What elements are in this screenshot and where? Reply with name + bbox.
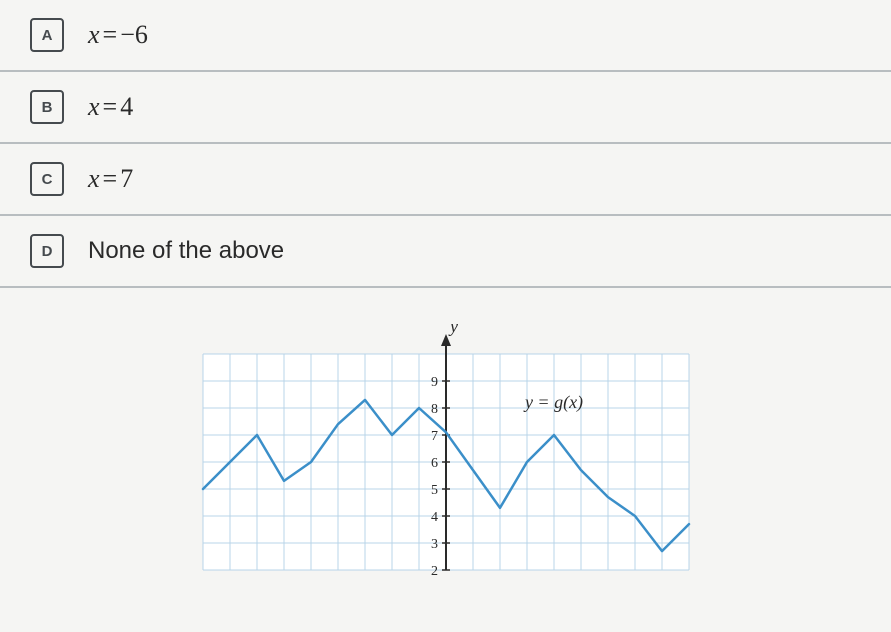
option-c[interactable]: C x=7 [0,144,891,216]
svg-text:8: 8 [431,402,438,417]
letter-b: B [42,99,53,116]
letter-c: C [42,171,53,188]
option-a-text: x=−6 [88,20,148,50]
option-b-text: x=4 [88,92,133,122]
svg-text:4: 4 [431,510,438,525]
svg-text:5: 5 [431,483,438,498]
option-letter-a: A [30,18,64,52]
letter-a: A [42,27,53,44]
svg-text:9: 9 [431,375,438,390]
option-d-text: None of the above [88,237,284,265]
svg-text:y = g(x): y = g(x) [522,392,582,413]
svg-text:3: 3 [431,537,438,552]
option-b[interactable]: B x=4 [0,72,891,144]
svg-text:6: 6 [431,456,438,471]
option-letter-d: D [30,234,64,268]
svg-text:y: y [448,324,458,336]
chart-container: 2 3 4 5 6 7 8 9 y y = g(x) [0,324,891,575]
option-letter-b: B [30,90,64,124]
option-a[interactable]: A x=−6 [0,0,891,72]
svg-text:2: 2 [431,564,438,575]
svg-text:7: 7 [431,429,438,444]
letter-d: D [42,243,53,260]
option-d[interactable]: D None of the above [0,216,891,288]
option-c-text: x=7 [88,164,133,194]
option-letter-c: C [30,162,64,196]
graph-svg: 2 3 4 5 6 7 8 9 y y = g(x) [168,324,724,575]
